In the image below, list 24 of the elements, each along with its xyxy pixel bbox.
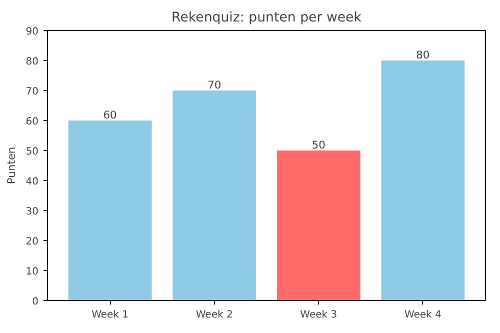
x-tick-label: Week 4 [404,310,442,320]
y-tick-label: 10 [26,266,39,278]
y-tick-label: 70 [26,86,39,98]
y-tick-label: 0 [32,296,39,308]
y-tick-label: 60 [26,116,39,128]
bar [68,120,152,300]
y-axis-title: Punten [4,146,18,184]
x-tick-label: Week 2 [196,310,233,320]
data-label: 70 [208,78,222,92]
data-label: 60 [103,108,118,122]
chart-title: Rekenquiz: punten per week [172,10,362,26]
data-label: 50 [312,138,326,152]
bar [381,60,465,300]
y-tick-label: 50 [26,146,39,158]
y-tick-label: 30 [26,206,39,218]
x-tick-label: Week 3 [300,310,338,320]
bar [276,150,360,300]
y-tick-label: 40 [26,176,39,188]
data-label: 80 [416,48,430,62]
bar [172,90,256,300]
y-tick-label: 20 [26,236,39,248]
y-tick-label: 80 [26,56,39,68]
y-tick-label: 90 [26,26,39,38]
x-tick-label: Week 1 [92,310,129,320]
